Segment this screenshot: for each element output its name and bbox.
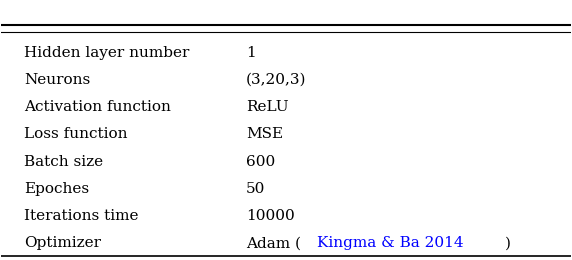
Text: Epoches: Epoches [24,182,89,196]
Text: Activation function: Activation function [24,100,171,114]
Text: 1: 1 [246,46,256,60]
Text: 10000: 10000 [246,209,295,223]
Text: 50: 50 [246,182,265,196]
Text: 600: 600 [246,155,275,168]
Text: Adam (Kingma & Ba 2014): Adam (Kingma & Ba 2014) [246,236,454,250]
Text: MSE: MSE [246,127,283,141]
Text: Adam (: Adam ( [246,236,301,250]
Text: Loss function: Loss function [24,127,128,141]
Text: (3,20,3): (3,20,3) [246,73,307,87]
Text: Hidden layer number: Hidden layer number [24,46,189,60]
Text: Iterations time: Iterations time [24,209,138,223]
Text: ): ) [505,236,511,250]
Text: ReLU: ReLU [246,100,289,114]
Text: Optimizer: Optimizer [24,236,101,250]
Text: Kingma & Ba 2014: Kingma & Ba 2014 [317,236,463,250]
Text: Neurons: Neurons [24,73,90,87]
Text: Batch size: Batch size [24,155,104,168]
